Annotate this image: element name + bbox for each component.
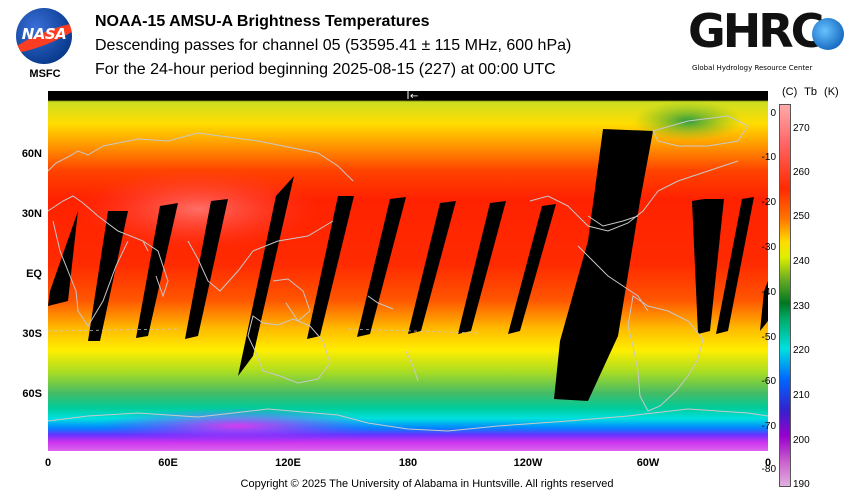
colorbar-tick-c: -20 — [761, 197, 776, 208]
colorbar-tick-k: 230 — [793, 301, 810, 312]
colorbar-variable: Tb — [804, 86, 817, 98]
colorbar-unit-c: (C) — [782, 86, 798, 98]
swath-edge-line — [347, 328, 479, 334]
colorbar-tick-k: 190 — [793, 479, 810, 490]
colorbar-tick-c: -80 — [761, 464, 776, 475]
lon-label-120e: 120E — [275, 457, 301, 469]
lon-label-0: 0 — [44, 457, 52, 469]
colorbar-tick-c: -30 — [761, 242, 776, 253]
lon-label-60e: 60E — [158, 457, 178, 469]
copyright-notice: Copyright © 2025 The University of Alaba… — [240, 478, 614, 490]
colorbar-tick-c: -70 — [761, 421, 776, 432]
ghrc-logo-text: GHRC — [688, 4, 824, 58]
colorbar-tick-c: 0 — [770, 108, 776, 119]
dateline-arrow-icon: ← — [410, 91, 418, 102]
msfc-label: MSFC — [29, 68, 61, 80]
colorbar-tick-k: 270 — [793, 123, 810, 134]
lat-label-eq: EQ — [26, 268, 42, 280]
period-label: For the 24-hour period beginning 2025-08… — [95, 61, 556, 78]
lon-label-180: 180 — [398, 457, 418, 469]
colorbar — [779, 104, 791, 487]
cold-anomaly-antarctica — [98, 408, 378, 444]
colorbar-tick-k: 210 — [793, 390, 810, 401]
nasa-meatball-icon: NASA — [16, 8, 72, 64]
colorbar-tick-k: 240 — [793, 256, 810, 267]
colorbar-tick-c: -10 — [761, 152, 776, 163]
title-block: NOAA-15 AMSU-A Brightness Temperatures D… — [95, 10, 571, 82]
colorbar-tick-k: 250 — [793, 211, 810, 222]
lon-label-120w: 120W — [513, 457, 543, 469]
lat-label-60s: 60S — [22, 388, 42, 400]
brightness-temperature-map: ← — [48, 91, 768, 451]
lon-label-60w: 60W — [636, 457, 660, 469]
colorbar-tick-k: 260 — [793, 167, 810, 178]
colorbar-tick-c: -60 — [761, 376, 776, 387]
ghrc-subtitle: Global Hydrology Resource Center — [692, 64, 813, 72]
page-subtitle: Descending passes for channel 05 (53595.… — [95, 37, 572, 54]
swath-edge-line — [48, 328, 179, 332]
colorbar-header: (C) Tb (K) — [782, 86, 843, 98]
colorbar-unit-k: (K) — [824, 86, 839, 98]
coastlines — [48, 115, 768, 432]
globe-icon — [812, 18, 844, 50]
page-title: NOAA-15 AMSU-A Brightness Temperatures — [95, 13, 430, 30]
nasa-logo: NASA MSFC — [12, 6, 74, 84]
colorbar-tick-k: 220 — [793, 345, 810, 356]
lat-label-30n: 30N — [21, 208, 42, 220]
lon-label-0-east: 0 — [764, 457, 772, 469]
ghrc-logo: GHRC Global Hydrology Resource Center — [688, 4, 848, 76]
colorbar-tick-c: -50 — [761, 332, 776, 343]
nasa-logo-text: NASA — [21, 25, 67, 43]
map-canvas: ← — [48, 91, 768, 451]
colorbar-tick-k: 200 — [793, 435, 810, 446]
orbit-gaps — [48, 129, 768, 401]
lat-label-30s: 30S — [22, 328, 42, 340]
warm-anomaly-asia — [78, 169, 318, 249]
lat-label-60n: 60N — [21, 148, 42, 160]
colorbar-tick-c: -40 — [761, 287, 776, 298]
